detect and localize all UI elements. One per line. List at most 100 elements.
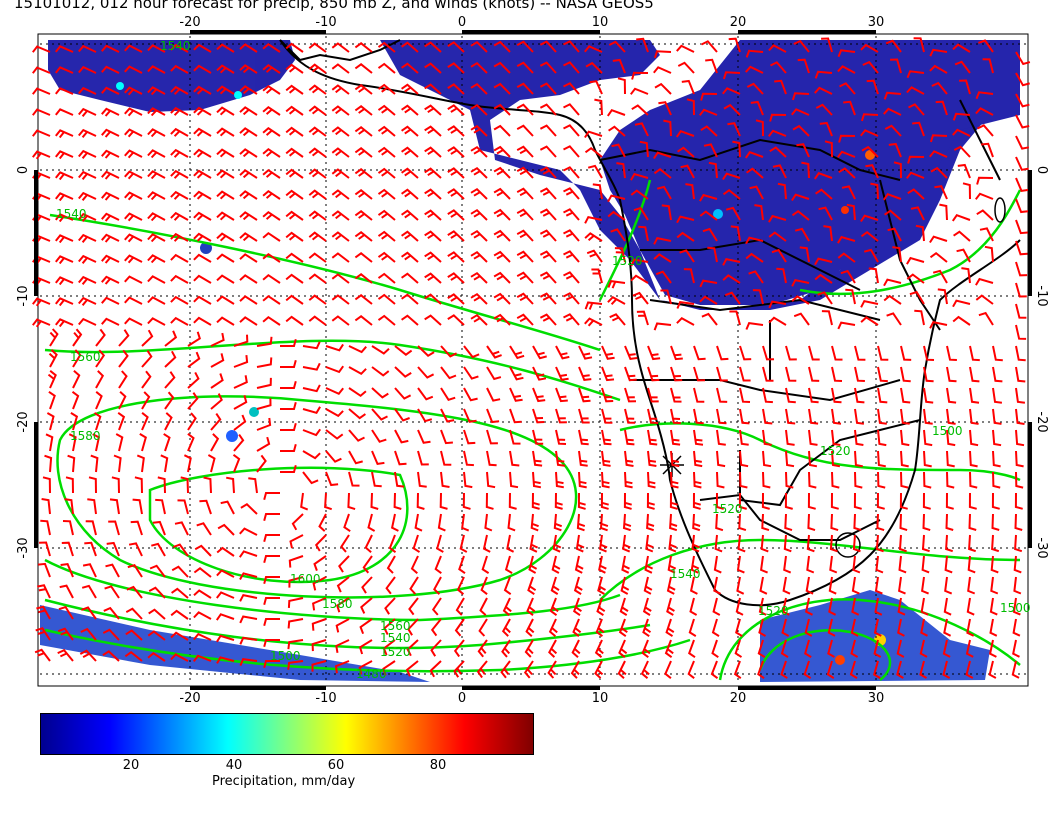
wind-barb: [484, 513, 493, 532]
wind-barb: [735, 597, 744, 616]
wind-barb: [170, 232, 189, 242]
wind-barb: [147, 317, 166, 326]
wind-barb: [791, 278, 810, 287]
wind-barb: [896, 639, 905, 658]
wind-barb: [762, 387, 773, 404]
contour-line: [56, 395, 578, 599]
wind-barb: [619, 597, 629, 616]
wind-barb: [730, 225, 741, 242]
wind-barb: [900, 366, 911, 383]
wind-barb: [338, 555, 350, 573]
wind-barb: [262, 42, 281, 53]
wind-barb: [614, 247, 626, 263]
wind-barb: [563, 229, 580, 242]
wind-barb: [578, 366, 592, 381]
wind-barb: [401, 41, 419, 53]
wind-barb: [736, 576, 745, 595]
contour-label: 1540: [160, 39, 191, 53]
wind-barb: [470, 313, 488, 326]
wind-barb: [555, 471, 564, 489]
wind-barb: [768, 129, 787, 137]
wind-barb: [233, 355, 249, 368]
wind-barb: [493, 103, 511, 116]
wind-barb: [239, 295, 258, 305]
wind-barb: [79, 649, 97, 662]
wind-barb: [861, 145, 879, 158]
wind-barb: [532, 429, 544, 445]
wind-barb: [1013, 576, 1022, 595]
wind-barb: [325, 387, 344, 396]
wind-barb: [440, 366, 457, 380]
lesotho-outline: [835, 532, 861, 558]
wind-barb: [715, 492, 724, 510]
wind-barb: [37, 562, 51, 578]
wind-barb: [770, 61, 787, 74]
wind-barb: [838, 167, 856, 179]
wind-barb: [141, 329, 154, 347]
lon-tick-label: 20: [730, 691, 747, 706]
contour-line: [799, 189, 1022, 296]
wind-barb: [124, 44, 143, 53]
wind-barb: [791, 209, 810, 221]
wind-barb: [239, 148, 258, 158]
wind-barb: [377, 83, 396, 95]
wind-barb: [883, 107, 902, 116]
wind-barb: [262, 126, 281, 137]
wind-barb: [647, 345, 661, 361]
wind-barb: [447, 41, 465, 53]
wind-barb: [382, 639, 396, 656]
wind-barb: [216, 211, 235, 221]
wind-barb: [65, 476, 74, 494]
wind-barb: [745, 252, 764, 263]
wind-barb: [610, 228, 626, 242]
wind-barb: [92, 433, 101, 452]
wind-barb: [72, 370, 81, 389]
wind-barb: [531, 492, 540, 510]
wind-barb: [216, 127, 235, 137]
wind-barb: [975, 107, 994, 116]
wind-barb: [493, 250, 511, 263]
wind-barb: [500, 660, 511, 679]
wind-barb: [808, 408, 819, 425]
wind-barb: [401, 83, 419, 95]
wind-barb: [194, 544, 212, 557]
wind-barb: [216, 85, 235, 95]
wind-barb: [757, 660, 765, 680]
wind-barb: [899, 492, 908, 510]
lat-tick-label: -30: [1034, 537, 1049, 558]
wind-barb: [589, 80, 603, 95]
wind-barb: [862, 60, 879, 74]
wind-barb: [124, 191, 143, 201]
wind-barb: [877, 429, 887, 447]
wind-barb: [424, 146, 442, 158]
wind-barb: [854, 366, 865, 382]
wind-barb: [401, 314, 419, 326]
wind-barb: [308, 189, 327, 200]
wind-barb: [954, 60, 971, 74]
wind-barb: [808, 471, 817, 489]
wind-barb: [335, 618, 350, 633]
wind-barb: [624, 408, 636, 424]
wind-barb: [975, 91, 994, 100]
wind-barb: [771, 248, 787, 263]
wind-barb: [470, 271, 488, 284]
wind-barb: [78, 44, 97, 53]
wind-barb: [199, 499, 212, 515]
wind-barb: [1015, 429, 1025, 447]
wind-barb: [639, 140, 649, 158]
wind-barb: [285, 84, 304, 95]
border: [649, 298, 881, 321]
wind-barb: [906, 171, 925, 179]
wind-barb: [447, 209, 465, 221]
wind-barb: [193, 106, 212, 116]
wind-barb: [193, 253, 212, 263]
wind-barb: [348, 471, 360, 487]
wind-barb: [124, 254, 143, 264]
wind-barb: [711, 639, 719, 659]
wind-barb: [285, 315, 304, 326]
wind-barb: [827, 618, 836, 637]
wind-barb: [217, 523, 235, 536]
wind-barb: [992, 450, 1001, 468]
wind-barb: [377, 272, 396, 284]
wind-barb: [624, 345, 638, 360]
